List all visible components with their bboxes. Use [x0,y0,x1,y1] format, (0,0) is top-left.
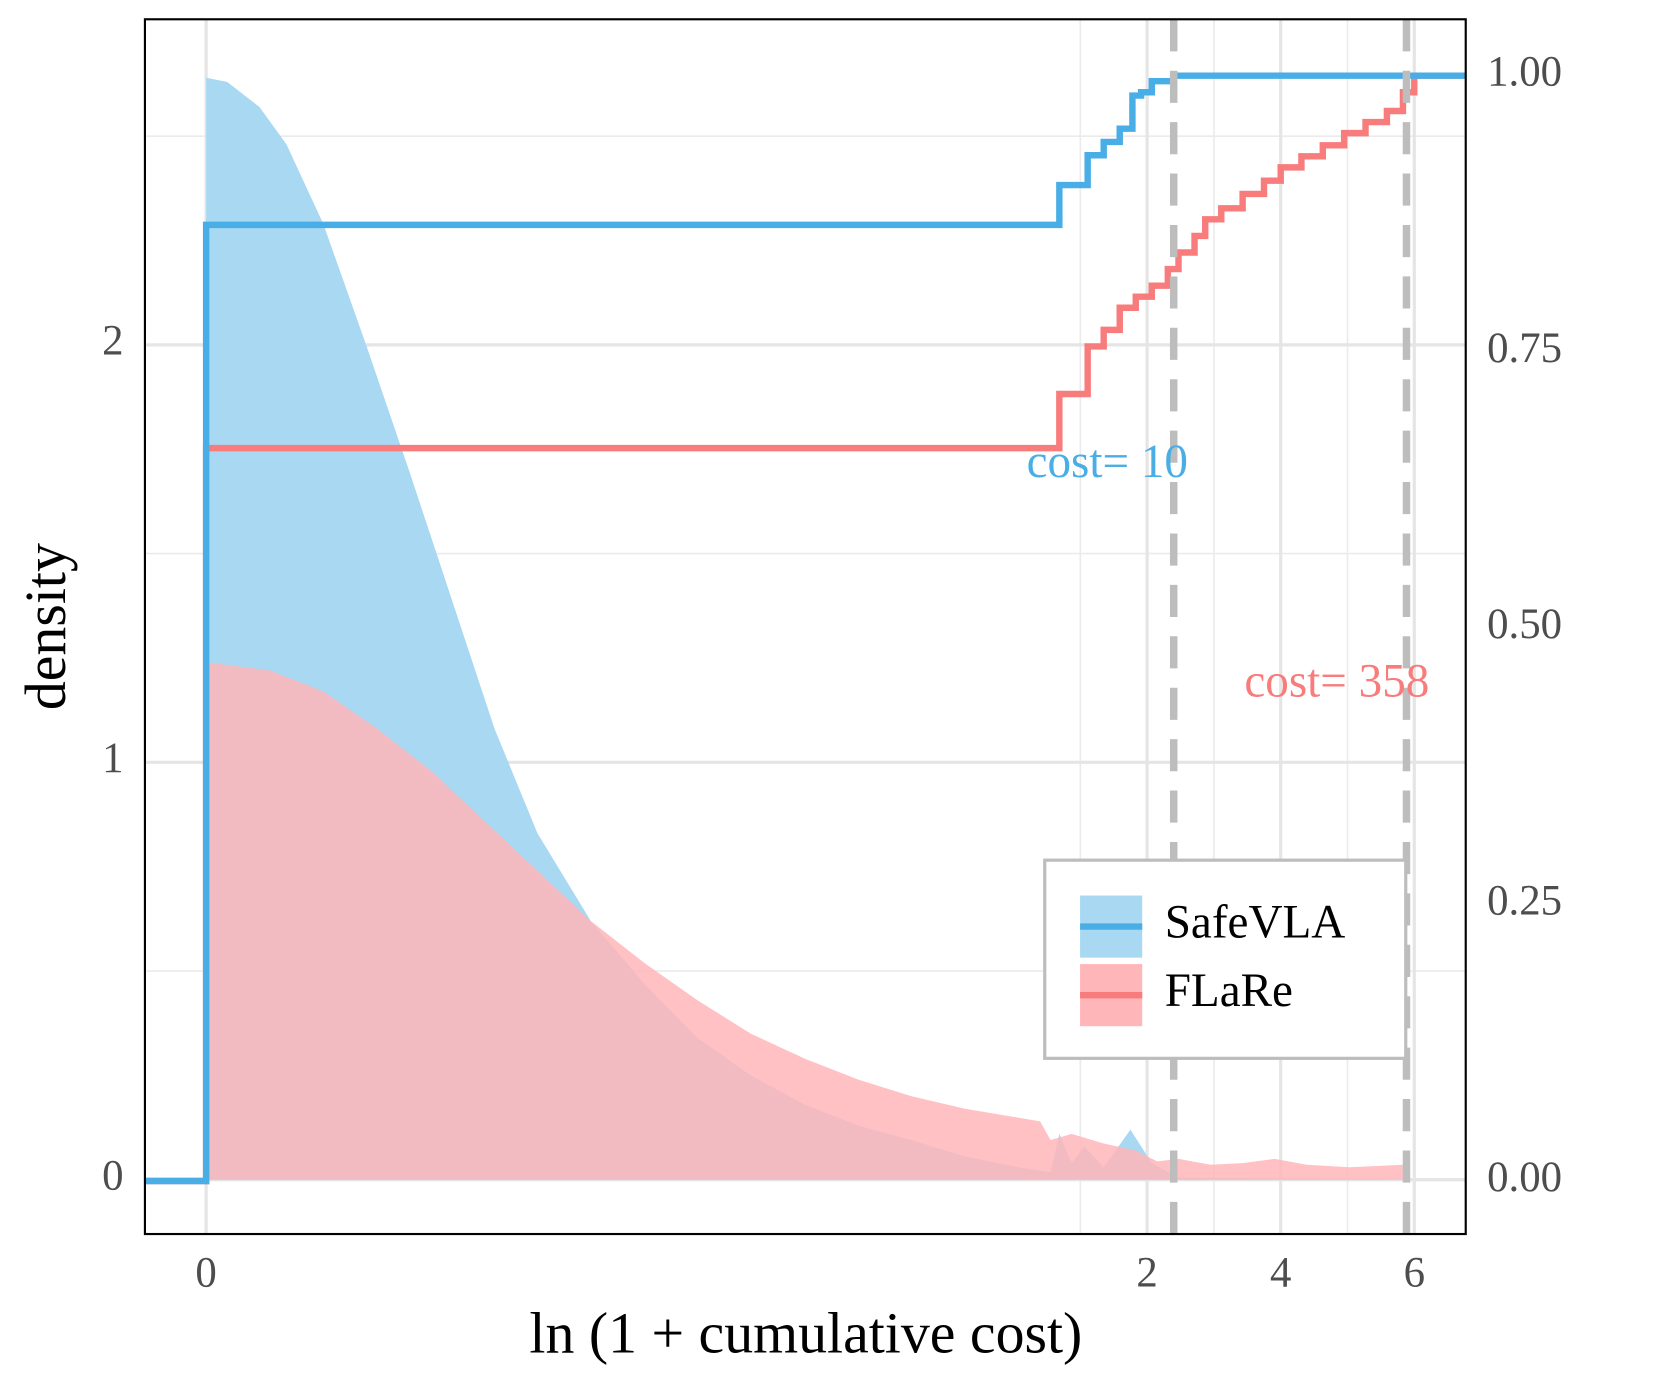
density-area [206,662,1403,1180]
y2-tick-label: 0.50 [1487,601,1562,648]
x-tick-label: 4 [1270,1250,1291,1297]
ecdf-line [144,72,1466,1185]
x-tick-label: 0 [195,1250,216,1297]
x-tick-label: 2 [1136,1250,1157,1297]
legend-label: FLaRe [1165,965,1293,1017]
legend-label: SafeVLA [1165,896,1346,948]
x-axis-title: ln (1 + cumulative cost) [529,1300,1082,1365]
y-tick-label: 1 [102,735,123,782]
annotation: cost= 10 [1027,436,1188,488]
y-tick-label: 2 [102,318,123,365]
legend-box [1043,858,1408,1060]
y2-tick-label: 0.75 [1487,325,1562,372]
y2-tick-label: 0.00 [1487,1154,1562,1201]
y-tick-label: 0 [102,1153,123,1200]
plot-border [143,18,1467,1236]
ecdf-line [144,72,1466,1185]
annotation: cost= 358 [1244,655,1429,707]
y-axis-title: density [13,543,78,710]
x-tick-label: 6 [1404,1250,1425,1297]
y2-tick-label: 0.25 [1487,877,1562,924]
y2-tick-label: 1.00 [1487,48,1562,95]
